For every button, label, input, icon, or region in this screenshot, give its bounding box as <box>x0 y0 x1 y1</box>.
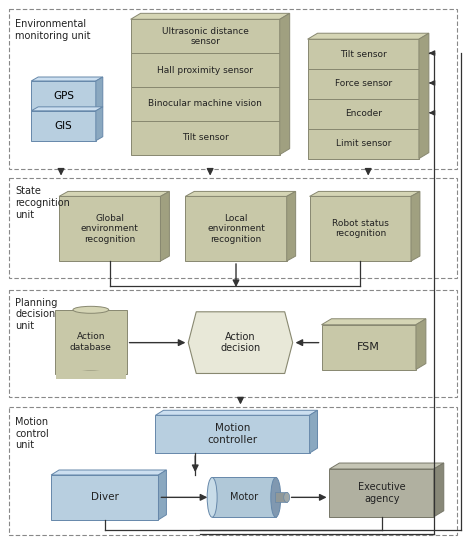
Polygon shape <box>51 475 158 520</box>
Polygon shape <box>308 39 419 69</box>
Polygon shape <box>419 33 429 159</box>
Text: Tilt sensor: Tilt sensor <box>182 133 228 142</box>
Polygon shape <box>31 77 103 81</box>
Polygon shape <box>310 410 318 453</box>
Text: Motion
control
unit: Motion control unit <box>15 417 49 451</box>
Polygon shape <box>308 99 419 129</box>
Text: Robot status
recognition: Robot status recognition <box>332 219 389 238</box>
Text: Ultrasonic distance
sensor: Ultrasonic distance sensor <box>162 27 249 46</box>
Polygon shape <box>321 319 426 325</box>
Polygon shape <box>55 310 127 374</box>
Ellipse shape <box>207 477 217 517</box>
Text: Binocular machine vision: Binocular machine vision <box>148 99 262 108</box>
Polygon shape <box>131 13 290 19</box>
Text: Local
environment
recognition: Local environment recognition <box>207 214 265 244</box>
Text: Motor: Motor <box>230 492 258 502</box>
Polygon shape <box>59 191 169 196</box>
Polygon shape <box>51 470 166 475</box>
Text: Hall proximity sensor: Hall proximity sensor <box>157 65 253 75</box>
Polygon shape <box>416 319 426 370</box>
Polygon shape <box>329 469 434 517</box>
Polygon shape <box>131 121 280 155</box>
Text: GPS: GPS <box>53 91 74 101</box>
Polygon shape <box>31 111 96 141</box>
Polygon shape <box>434 463 444 517</box>
Ellipse shape <box>73 306 109 313</box>
Text: Diver: Diver <box>91 492 118 502</box>
Polygon shape <box>212 477 276 517</box>
Polygon shape <box>310 191 420 196</box>
Ellipse shape <box>271 477 281 517</box>
Polygon shape <box>411 191 420 261</box>
Text: Limit sensor: Limit sensor <box>336 139 391 148</box>
Polygon shape <box>131 19 280 53</box>
Polygon shape <box>131 53 280 87</box>
Polygon shape <box>155 410 318 415</box>
Polygon shape <box>329 463 444 469</box>
Polygon shape <box>31 81 96 111</box>
Ellipse shape <box>284 492 290 502</box>
Polygon shape <box>280 13 290 155</box>
Polygon shape <box>287 191 296 261</box>
Polygon shape <box>155 415 310 453</box>
Polygon shape <box>59 196 161 261</box>
Text: GIS: GIS <box>55 121 73 131</box>
Text: FSM: FSM <box>357 342 380 352</box>
Polygon shape <box>96 107 103 141</box>
Text: Action
database: Action database <box>70 332 112 352</box>
Text: Motion
controller: Motion controller <box>208 423 257 445</box>
Text: Planning
decision
unit: Planning decision unit <box>15 298 58 331</box>
Text: Encoder: Encoder <box>345 110 382 118</box>
Polygon shape <box>185 191 296 196</box>
Polygon shape <box>275 492 287 502</box>
Polygon shape <box>321 325 416 370</box>
Text: Environmental
monitoring unit: Environmental monitoring unit <box>15 19 91 41</box>
Polygon shape <box>31 107 103 111</box>
Text: Tilt sensor: Tilt sensor <box>340 50 387 59</box>
Ellipse shape <box>73 371 109 378</box>
Polygon shape <box>308 69 419 99</box>
Polygon shape <box>55 372 126 379</box>
Text: State
recognition
unit: State recognition unit <box>15 186 70 220</box>
Polygon shape <box>161 191 169 261</box>
PathPatch shape <box>188 312 292 373</box>
Text: Force sensor: Force sensor <box>335 80 392 88</box>
Polygon shape <box>96 77 103 111</box>
Polygon shape <box>308 33 429 39</box>
Polygon shape <box>310 196 411 261</box>
Text: Action
decision: Action decision <box>220 332 261 354</box>
Text: Global
environment
recognition: Global environment recognition <box>81 214 139 244</box>
Polygon shape <box>308 129 419 159</box>
Polygon shape <box>158 470 166 520</box>
Polygon shape <box>131 87 280 121</box>
Polygon shape <box>185 196 287 261</box>
Text: Executive
agency: Executive agency <box>358 482 405 504</box>
